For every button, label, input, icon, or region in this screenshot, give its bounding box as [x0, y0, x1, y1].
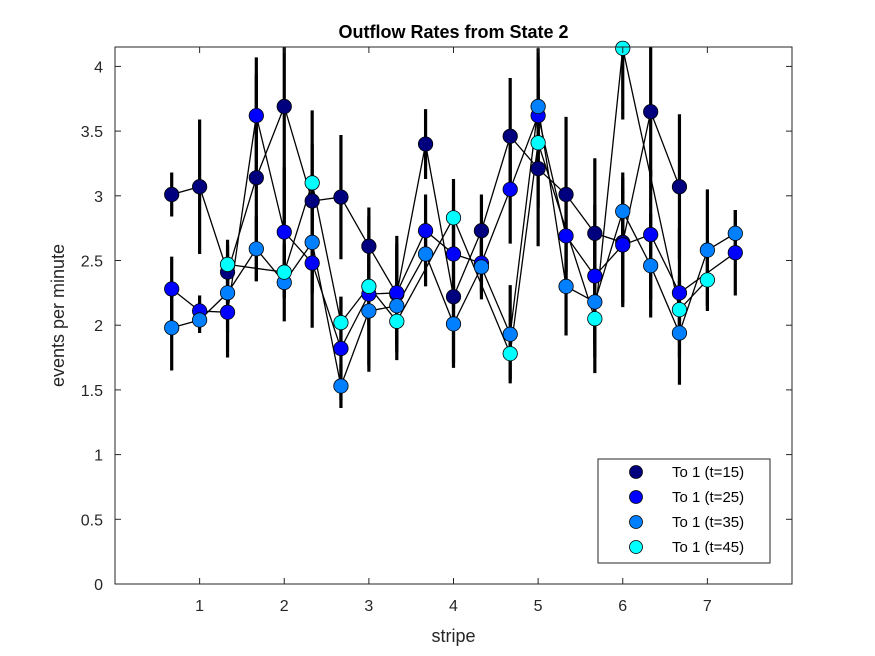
x-tick-label: 3	[364, 598, 373, 615]
data-point	[361, 303, 377, 319]
data-point	[219, 256, 236, 272]
x-tick-label: 5	[534, 598, 543, 615]
data-point	[445, 246, 462, 262]
legend: To 1 (t=15) To 1 (t=25) To 1 (t=35) To 1 (t…	[597, 458, 771, 564]
data-point	[727, 245, 743, 261]
data-point	[417, 136, 434, 152]
data-point	[587, 294, 603, 310]
data-point	[530, 161, 546, 177]
data-point	[615, 237, 631, 253]
data-point	[333, 189, 349, 205]
data-point	[389, 298, 405, 314]
data-point	[445, 316, 462, 332]
legend-marker	[629, 465, 643, 479]
y-tick-label: 0	[94, 577, 103, 594]
data-point	[643, 258, 659, 274]
data-point	[219, 304, 236, 320]
data-point	[502, 346, 518, 362]
data-point	[643, 227, 659, 243]
data-point	[502, 326, 518, 342]
data-point	[304, 175, 320, 191]
data-point	[276, 264, 292, 280]
data-point	[671, 302, 688, 318]
x-tick-label: 2	[280, 598, 289, 615]
data-point	[530, 135, 546, 151]
y-tick-label: 3.5	[81, 124, 103, 141]
data-point	[333, 340, 349, 357]
legend-entry-label: To 1 (t=45)	[672, 539, 744, 556]
data-point	[417, 223, 434, 239]
legend-marker	[629, 490, 643, 504]
data-point	[164, 281, 180, 297]
data-point	[164, 320, 180, 336]
data-point	[445, 210, 462, 226]
data-point	[361, 238, 377, 254]
y-axis-label: events per minute	[48, 244, 68, 387]
data-point	[248, 170, 264, 186]
data-point	[248, 241, 264, 257]
data-layer	[164, 40, 743, 409]
data-point	[389, 313, 405, 329]
data-point	[671, 285, 688, 301]
data-point	[192, 179, 208, 195]
data-point	[276, 98, 292, 115]
chart-title: Outflow Rates from State 2	[338, 22, 568, 42]
data-point	[389, 285, 405, 301]
data-point	[615, 203, 631, 219]
y-tick-label: 4	[94, 59, 103, 76]
data-point	[643, 104, 659, 120]
data-point	[699, 272, 715, 288]
legend-entry-label: To 1 (t=25)	[672, 489, 744, 506]
x-tick-label: 6	[618, 598, 627, 615]
data-point	[473, 259, 490, 275]
data-point	[587, 268, 603, 284]
data-point	[164, 186, 180, 203]
data-point	[248, 107, 264, 124]
data-point	[276, 224, 292, 240]
y-tick-label: 1.5	[81, 383, 103, 400]
data-point	[192, 312, 208, 328]
data-point	[333, 378, 349, 394]
y-tick-label: 0.5	[81, 512, 103, 529]
data-point	[530, 98, 546, 115]
legend-marker	[629, 515, 643, 529]
data-point	[502, 128, 518, 144]
data-point	[219, 285, 236, 301]
data-point	[587, 311, 603, 327]
legend-entry-label: To 1 (t=15)	[672, 464, 744, 481]
data-point	[558, 228, 574, 244]
x-tick-label: 7	[703, 598, 712, 615]
data-point	[304, 234, 320, 250]
data-point	[361, 278, 377, 294]
data-point	[502, 181, 518, 197]
data-point	[699, 242, 715, 258]
y-tick-label: 1	[94, 448, 103, 465]
x-tick-label: 1	[195, 598, 204, 615]
data-point	[445, 289, 462, 305]
data-point	[671, 179, 688, 195]
axes-layer: 1 2 3 4 5 6 7 0 0.5 1 1.5 2 2.5 3 3.5 4	[81, 46, 793, 615]
legend-box	[597, 458, 771, 564]
data-point	[417, 246, 434, 262]
x-axis-label: stripe	[431, 626, 475, 646]
data-point	[727, 225, 743, 241]
data-point	[333, 315, 349, 331]
data-point	[473, 223, 490, 239]
legend-marker	[629, 540, 643, 554]
data-point	[304, 255, 320, 271]
legend-entry-label: To 1 (t=35)	[672, 514, 744, 531]
data-point	[558, 278, 574, 294]
y-tick-label: 2	[94, 318, 103, 335]
y-tick-label: 3	[94, 189, 103, 206]
data-point	[304, 193, 320, 209]
y-tick-label: 2.5	[81, 254, 103, 271]
data-point	[671, 325, 688, 341]
x-tick-label: 4	[449, 598, 458, 615]
data-point	[558, 186, 574, 203]
data-point	[587, 225, 603, 241]
